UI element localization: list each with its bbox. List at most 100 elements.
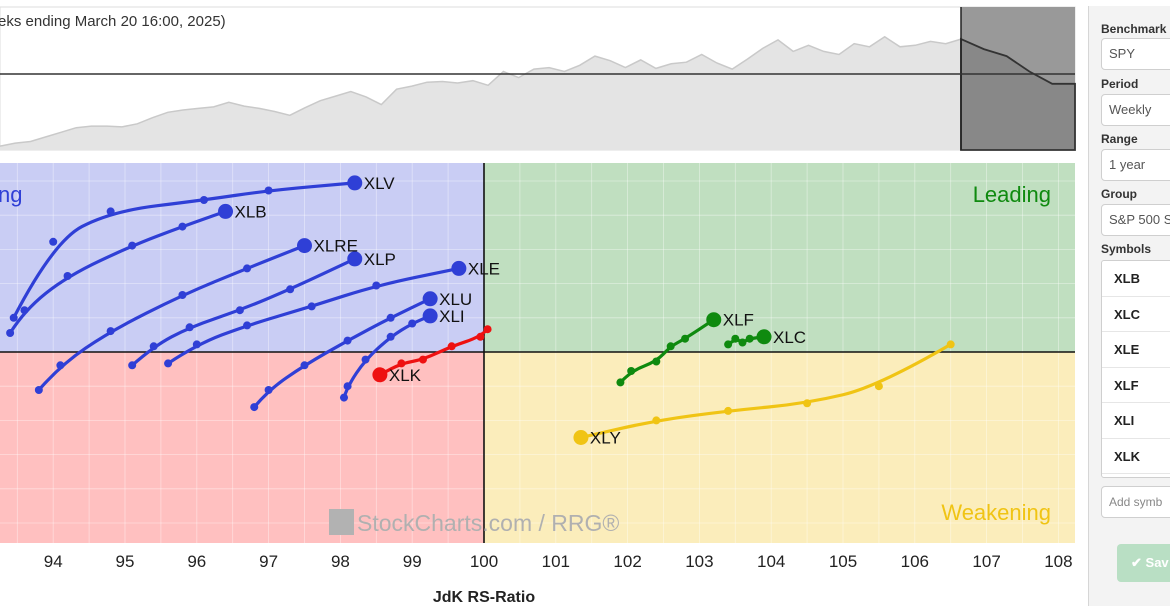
series-xle — [164, 260, 467, 368]
x-tick-label: 107 — [972, 552, 1000, 571]
symbol-row-xlf[interactable]: XLF — [1102, 368, 1170, 403]
head-marker[interactable] — [347, 175, 363, 191]
add-symbol-input[interactable]: Add symb — [1101, 486, 1170, 518]
tail-point — [56, 361, 65, 370]
series-xlre — [34, 238, 312, 394]
tail-point — [307, 302, 316, 311]
tail-point — [192, 340, 201, 349]
series-xlp — [128, 251, 363, 370]
symbol-row-xlk[interactable]: XLK — [1102, 439, 1170, 474]
tail-point — [803, 399, 812, 408]
header-title: eks ending March 20 16:00, 2025) — [0, 13, 226, 30]
tail-point — [6, 329, 15, 337]
group-select[interactable]: S&P 500 S — [1101, 204, 1170, 236]
range-label: Range — [1101, 132, 1138, 146]
save-button[interactable]: ✔ Sav — [1117, 544, 1170, 582]
tail-point — [408, 319, 417, 328]
series-xli — [339, 308, 438, 402]
symbols-label: Symbols — [1101, 242, 1152, 256]
series-layer — [6, 175, 955, 445]
symbols-list: XLB XLC XLE XLF XLI XLK — [1101, 260, 1170, 478]
tail-point — [128, 361, 137, 370]
series-xlf — [616, 312, 722, 387]
symbol-row-xli[interactable]: XLI — [1102, 403, 1170, 439]
series-xlb — [6, 203, 234, 337]
tail-point — [63, 272, 72, 280]
tail-point — [149, 342, 158, 351]
head-marker[interactable] — [451, 260, 467, 276]
tail-point — [264, 386, 273, 394]
x-axis-title: JdK RS-Ratio — [433, 589, 535, 606]
symbol-row-xle[interactable]: XLE — [1102, 332, 1170, 368]
head-marker[interactable] — [706, 312, 722, 328]
x-tick-label: 100 — [470, 552, 498, 571]
x-tick-label: 105 — [829, 552, 857, 571]
tail-point — [681, 334, 690, 343]
x-tick-label: 102 — [613, 552, 641, 571]
check-icon: ✔ — [1131, 555, 1142, 570]
tail-point — [447, 342, 456, 351]
symbol-row-xlb[interactable]: XLB — [1102, 261, 1170, 297]
tail-line — [8, 209, 228, 335]
benchmark-line — [0, 35, 962, 147]
x-tick-label: 95 — [116, 552, 135, 571]
watermark: StockCharts.com / RRG® — [329, 509, 619, 536]
x-tick-label: 103 — [685, 552, 713, 571]
x-axis-ticks: 94 95 96 97 98 99 100 101 102 103 104 105 106 107 108 — [44, 552, 1073, 571]
tail-point — [652, 416, 661, 425]
head-marker[interactable] — [422, 291, 438, 307]
series-label-xlk: XLK — [389, 366, 422, 385]
x-tick-label: 101 — [542, 552, 570, 571]
tail-line — [12, 181, 357, 320]
benchmark-label: Benchmark S — [1101, 22, 1170, 36]
x-tick-label: 96 — [187, 552, 206, 571]
tail-point — [235, 306, 244, 315]
tail-point — [476, 332, 485, 341]
tail-point — [731, 334, 740, 343]
head-marker[interactable] — [422, 308, 438, 324]
benchmark-panel: eks ending March 20 16:00, 2025) — [0, 6, 1076, 151]
tail-point — [106, 207, 115, 216]
head-marker[interactable] — [756, 329, 772, 345]
tail-point — [34, 386, 43, 394]
tail-point — [386, 332, 395, 341]
x-tick-label: 99 — [403, 552, 422, 571]
head-marker[interactable] — [297, 238, 312, 254]
head-marker[interactable] — [573, 430, 589, 445]
series-label-xlf: XLF — [723, 311, 754, 330]
tail-point — [745, 334, 754, 343]
tail-point — [199, 196, 208, 204]
period-label: Period — [1101, 77, 1139, 91]
tail-point — [386, 313, 395, 322]
tail-point — [343, 382, 352, 391]
tail-point — [874, 382, 883, 391]
series-label-xlv: XLV — [364, 174, 396, 193]
x-tick-label: 97 — [259, 552, 278, 571]
series-label-xlc: XLC — [773, 328, 806, 347]
series-xlk — [372, 325, 492, 383]
tail-point — [185, 323, 194, 332]
series-label-xlp: XLP — [364, 250, 396, 269]
tail-point — [397, 359, 406, 368]
tail-point — [343, 336, 352, 345]
period-select[interactable]: Weekly — [1101, 94, 1170, 126]
tail-point — [724, 406, 733, 415]
quadrant-label-leading: Leading — [973, 182, 1051, 207]
series-xly — [573, 340, 955, 445]
tail-point — [286, 285, 295, 294]
tail-point — [946, 340, 955, 349]
head-marker[interactable] — [347, 251, 363, 267]
tail-line — [252, 297, 432, 409]
tail-point — [243, 321, 252, 330]
tail-point — [164, 359, 173, 368]
tail-point — [652, 357, 661, 366]
symbol-row-xlc[interactable]: XLC — [1102, 297, 1170, 332]
head-marker[interactable] — [218, 203, 234, 219]
tail-point — [616, 378, 625, 387]
series-label-xlu: XLU — [439, 290, 472, 309]
benchmark-input[interactable]: SPY — [1101, 38, 1170, 70]
range-select[interactable]: 1 year — [1101, 149, 1170, 181]
series-label-xly: XLY — [590, 429, 621, 448]
tail-point — [106, 327, 115, 336]
head-marker[interactable] — [372, 367, 388, 383]
